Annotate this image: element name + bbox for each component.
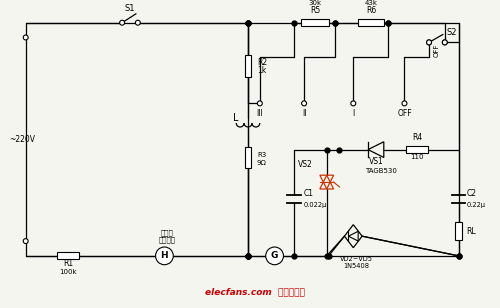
Text: C1: C1	[304, 189, 314, 198]
Bar	[358, 19, 384, 26]
Circle shape	[136, 20, 140, 25]
Circle shape	[442, 40, 447, 45]
Text: 1k: 1k	[257, 67, 266, 75]
Text: elecfans.com  电子发烧友: elecfans.com 电子发烧友	[205, 288, 305, 297]
Text: R3: R3	[257, 152, 266, 157]
Text: OFF: OFF	[397, 109, 412, 118]
Bar	[244, 147, 252, 168]
Text: 9Ω: 9Ω	[257, 160, 267, 166]
Text: 1N5408: 1N5408	[343, 263, 369, 269]
Circle shape	[23, 239, 28, 244]
Text: I: I	[352, 109, 354, 118]
Text: L: L	[234, 113, 239, 123]
Bar	[301, 19, 328, 26]
Bar	[406, 146, 428, 153]
Text: 治疗剂量: 治疗剂量	[159, 237, 176, 243]
Text: 0.022μ: 0.022μ	[304, 202, 328, 208]
Text: R1: R1	[63, 259, 73, 268]
Text: R6: R6	[366, 6, 376, 15]
Text: R2: R2	[257, 58, 267, 67]
Text: 0.22μ: 0.22μ	[466, 202, 485, 208]
Circle shape	[402, 101, 407, 106]
Text: S2: S2	[447, 28, 458, 37]
Circle shape	[258, 101, 262, 106]
Circle shape	[120, 20, 124, 25]
Text: S1: S1	[124, 4, 135, 14]
Circle shape	[302, 101, 306, 106]
Text: 110: 110	[410, 154, 424, 160]
Text: VD2~VD5: VD2~VD5	[340, 256, 372, 262]
Text: OFF: OFF	[434, 43, 440, 57]
Text: H: H	[160, 251, 168, 260]
Text: 100k: 100k	[59, 269, 77, 274]
Text: 43k: 43k	[364, 0, 378, 6]
Text: C2: C2	[466, 189, 476, 198]
Text: R4: R4	[412, 133, 422, 142]
Text: VS1: VS1	[368, 157, 384, 166]
Circle shape	[442, 40, 447, 45]
Bar	[455, 222, 462, 240]
Bar	[57, 253, 79, 259]
Text: VS2: VS2	[298, 160, 312, 169]
Text: R5: R5	[310, 6, 320, 15]
Circle shape	[266, 247, 283, 265]
Text: II: II	[302, 109, 306, 118]
Circle shape	[426, 40, 432, 45]
Text: 指示器: 指示器	[161, 229, 173, 236]
Text: III: III	[256, 109, 263, 118]
Text: ~220V: ~220V	[9, 135, 35, 144]
Text: RL: RL	[466, 227, 476, 236]
Circle shape	[156, 247, 174, 265]
Text: G: G	[271, 251, 278, 260]
Text: TAGB530: TAGB530	[365, 168, 397, 174]
Circle shape	[351, 101, 356, 106]
Circle shape	[23, 35, 28, 40]
Bar	[244, 55, 252, 77]
Circle shape	[426, 40, 432, 45]
Text: 30k: 30k	[308, 0, 322, 6]
